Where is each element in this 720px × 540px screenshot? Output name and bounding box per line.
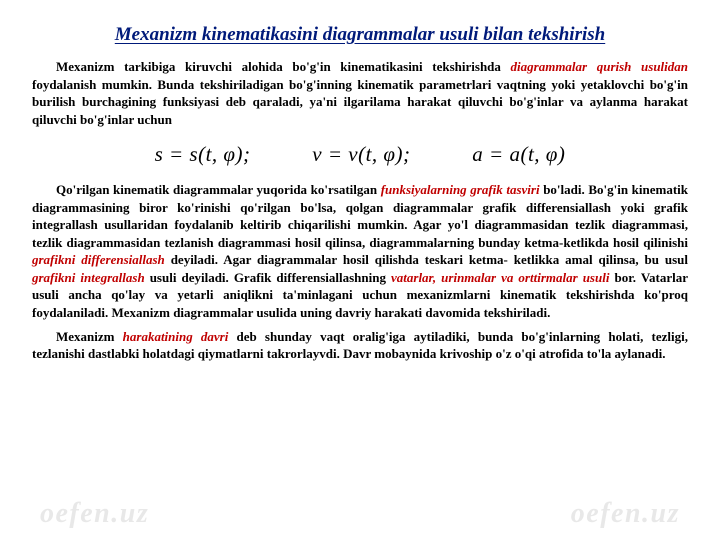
p2-highlight-1: funksiyalarning grafik tasviri	[381, 182, 540, 197]
page-title: Mexanizm kinematikasini diagrammalar usu…	[32, 24, 688, 46]
formula-a: a = a(t, φ)	[472, 142, 565, 167]
p2-text-3: deyiladi. Agar diagrammalar hosil qilish…	[165, 252, 688, 267]
p1-highlight-1: diagrammalar qurish usulidan	[511, 59, 688, 74]
p2-text-1: Qo'rilgan kinematik diagrammalar yuqorid…	[56, 182, 381, 197]
paragraph-3: Mexanizm harakatining davri deb shunday …	[32, 328, 688, 363]
p1-text-2: foydalanish mumkin. Bunda tekshiriladiga…	[32, 77, 688, 127]
formula-v: v = v(t, φ);	[312, 142, 410, 167]
formula-s: s = s(t, φ);	[155, 142, 251, 167]
watermark-left: oefen.uz	[40, 498, 149, 530]
p2-text-4: usuli deyiladi. Grafik differensiallashn…	[145, 270, 391, 285]
p1-text-1: Mexanizm tarkibiga kiruvchi alohida bo'g…	[56, 59, 511, 74]
watermark-right: oefen.uz	[571, 498, 680, 530]
p3-text-1: Mexanizm	[56, 329, 123, 344]
paragraph-1: Mexanizm tarkibiga kiruvchi alohida bo'g…	[32, 58, 688, 128]
p3-highlight-1: harakatining davri	[123, 329, 229, 344]
formula-row: s = s(t, φ); v = v(t, φ); a = a(t, φ)	[32, 142, 688, 167]
paragraph-2: Qo'rilgan kinematik diagrammalar yuqorid…	[32, 181, 688, 321]
p2-highlight-4: vatarlar, urinmalar va orttirmalar usuli	[391, 270, 609, 285]
p2-highlight-3: grafikni integrallash	[32, 270, 145, 285]
p2-highlight-2: grafikni differensiallash	[32, 252, 165, 267]
